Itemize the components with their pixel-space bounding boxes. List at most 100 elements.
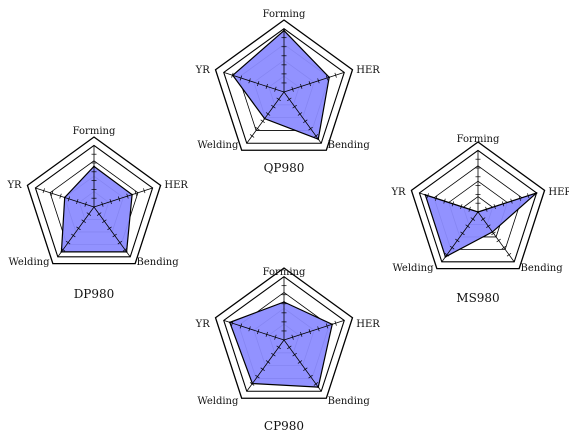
radar-inner-frame — [223, 275, 345, 392]
radar-axis-label-forming: Forming — [263, 267, 306, 278]
radar-axis-tick — [313, 134, 319, 138]
radar-axis-label-forming: Forming — [263, 9, 306, 20]
radar-axis-tick — [109, 199, 112, 205]
radar-axis-tick — [81, 219, 86, 223]
radar-axis-spoke-bending — [477, 211, 515, 263]
radar-chart-title: MS980 — [456, 291, 499, 305]
radar-axis-spoke-yr — [35, 187, 95, 208]
radar-axis-tick — [470, 217, 476, 221]
radar-axis-tick — [274, 334, 277, 340]
radar-axis-tick — [334, 72, 337, 78]
radar-axis-spoke-yr — [223, 320, 285, 341]
radar-axis-tick — [143, 188, 146, 194]
radar-axis-tick — [51, 190, 54, 196]
radar-axis-tick — [449, 245, 455, 250]
radar-axis-tick — [112, 233, 117, 238]
radar-inner-frame — [223, 27, 345, 144]
radar-axis-tick — [291, 334, 294, 340]
radar-axis-tick — [501, 245, 507, 250]
radar-axis-tick — [71, 233, 76, 238]
radar-axis-spoke-bending — [283, 339, 322, 392]
radar-axis-label-welding: Welding — [8, 257, 50, 268]
radar-outer-frame — [214, 267, 354, 399]
radar-axis-tick — [486, 224, 491, 228]
radar-axis-tick — [527, 193, 530, 199]
radar-inner-frame — [34, 144, 154, 258]
radar-axis-tick — [460, 231, 465, 236]
radar-axis-tick — [122, 247, 128, 252]
radar-axis-tick — [317, 78, 320, 84]
radar-axis-label-welding: Welding — [197, 140, 239, 151]
radar-chart-0: Forming HER Bending Welding YR QP980 — [195, 9, 381, 175]
radar-axis-tick — [265, 360, 271, 364]
radar-axis-tick — [86, 212, 92, 216]
radar-axis-tick — [300, 83, 303, 89]
radar-axis-tick — [308, 329, 311, 335]
radar-axis-label-her: HER — [164, 180, 188, 191]
radar-axis-tick — [276, 345, 281, 350]
radar-axis-tick — [96, 212, 102, 216]
radar-axis-tick — [493, 204, 496, 210]
radar-axis-tick — [291, 86, 294, 92]
radar-axis-label-bending: Bending — [521, 263, 564, 274]
radar-axis-tick — [255, 374, 260, 379]
radar-axis-tick — [67, 196, 70, 202]
radar-axis-tick — [426, 193, 429, 199]
radar-axis-spoke-yr — [419, 192, 479, 213]
radar-axis-tick — [308, 374, 313, 379]
radar-axis-label-her: HER — [356, 319, 380, 330]
radar-axis-label-her: HER — [356, 65, 380, 76]
radar-axis-label-yr: YR — [6, 180, 22, 191]
radar-axis-label-bending: Bending — [137, 257, 180, 268]
radar-axis-tick — [287, 97, 292, 102]
radar-axis-tick — [249, 134, 255, 138]
radar-axis-tick — [134, 190, 137, 196]
radar-data-area — [60, 165, 133, 253]
radar-axis-tick — [249, 382, 255, 386]
radar-axis-tick — [248, 78, 251, 84]
radar-axis-tick — [468, 206, 471, 212]
radar-axis-tick — [60, 247, 66, 252]
radar-axis-spoke-her — [93, 187, 153, 208]
radar-inner-frame — [418, 149, 538, 263]
radar-chart-2: Forming HER Bending Welding YR MS980 — [390, 134, 569, 305]
radar-axis-tick — [292, 104, 297, 109]
radar-axis-tick — [303, 367, 308, 372]
radar-axis-tick — [455, 238, 460, 243]
radar-axis-tick — [102, 219, 107, 223]
radar-axis-tick — [443, 198, 446, 204]
radar-axis-spoke-yr — [223, 72, 285, 93]
radar-axis-label-welding: Welding — [197, 396, 239, 407]
radar-axis-tick — [297, 112, 303, 116]
radar-axis-spoke-her — [477, 192, 537, 213]
radar-data-area — [424, 192, 537, 258]
radar-axis-tick — [308, 126, 313, 131]
radar-axis-tick — [300, 331, 303, 337]
radar-axis-tick — [317, 326, 320, 332]
radar-axis-spoke-welding — [57, 206, 95, 258]
radar-axis-spoke-welding — [246, 91, 285, 144]
radar-axis-tick — [84, 201, 87, 207]
radar-data-area — [231, 29, 330, 140]
radar-axis-tick — [265, 331, 268, 337]
radar-axis-tick — [506, 252, 512, 257]
radar-axis-tick — [485, 206, 488, 212]
radar-axis-tick — [265, 112, 271, 116]
radar-chart-title: DP980 — [74, 287, 115, 301]
radar-outer-frame — [214, 19, 354, 151]
radar-axis-label-bending: Bending — [328, 396, 371, 407]
radar-outer-frame — [26, 136, 162, 265]
radar-axis-tick — [107, 226, 112, 231]
radar-axis-tick — [465, 224, 470, 228]
radar-axis-tick — [303, 119, 308, 124]
radar-axis-tick — [265, 83, 268, 89]
radar-axis-tick — [260, 367, 265, 372]
radar-axis-tick — [451, 201, 454, 207]
radar-axis-tick — [308, 81, 311, 87]
radar-axis-tick — [239, 323, 243, 329]
radar-axis-label-bending: Bending — [328, 140, 371, 151]
radar-axis-tick — [496, 238, 501, 243]
radar-axis-tick — [271, 352, 276, 357]
radar-axis-tick — [292, 352, 297, 357]
